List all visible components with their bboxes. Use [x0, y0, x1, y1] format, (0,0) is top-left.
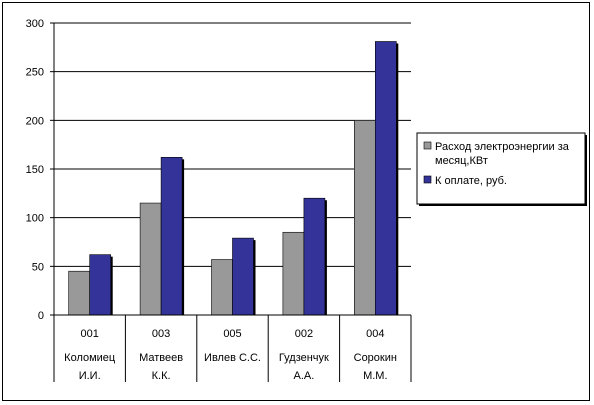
- y-tick-label: 250: [26, 67, 44, 79]
- gridlines: [54, 22, 411, 267]
- legend: Расход электроэнергии за месяц,КВт К оплат…: [416, 132, 587, 206]
- y-tick-label: 0: [38, 310, 44, 322]
- y-tick-label: 200: [26, 115, 44, 127]
- bar: [232, 237, 254, 316]
- category-code-label: 005: [223, 328, 241, 340]
- legend-box: [416, 132, 586, 205]
- category-name-label: Ивлев С.С.: [204, 352, 261, 364]
- y-tick-label: 300: [26, 18, 44, 30]
- bars: [68, 41, 399, 316]
- legend-swatch: [423, 141, 432, 150]
- category-name-label: Сорокин: [354, 352, 397, 364]
- legend-swatch: [423, 175, 432, 184]
- category-name-label-2: А.А.: [294, 370, 315, 382]
- category-name-label-2: И.И.: [79, 370, 101, 382]
- bar: [303, 197, 326, 316]
- category-code-label: 002: [295, 328, 313, 340]
- legend-label: К оплате, руб.: [435, 175, 507, 187]
- category-code-label: 003: [152, 328, 170, 340]
- category-code-label: 004: [366, 328, 384, 340]
- legend-label-2: месяц,КВт: [435, 155, 488, 167]
- y-tick-label: 50: [32, 261, 44, 273]
- axes: 0 50 100 150 200 250 300 001 Коломиец И.И. 003 Матв…: [26, 18, 412, 382]
- category-name-label-2: М.М.: [363, 370, 387, 382]
- category-code-label: 001: [81, 328, 99, 340]
- y-tick-label: 150: [26, 164, 44, 176]
- bar: [89, 254, 111, 316]
- bar: [353, 120, 376, 316]
- bar: [139, 202, 162, 316]
- category-name-label: Матвеев: [139, 352, 183, 364]
- legend-label: Расход электроэнергии за: [435, 141, 570, 153]
- bar: [282, 231, 305, 316]
- category-name-label-2: К.К.: [152, 370, 171, 382]
- bar: [211, 259, 233, 316]
- category-name-label: Коломиец: [64, 352, 116, 364]
- category-name-label: Гудзенчук: [279, 352, 329, 364]
- bar: [160, 157, 183, 316]
- bar: [374, 41, 397, 316]
- bar: [68, 270, 90, 316]
- y-tick-label: 100: [26, 213, 44, 225]
